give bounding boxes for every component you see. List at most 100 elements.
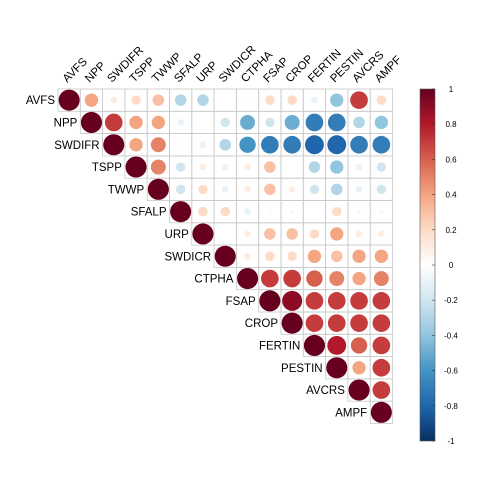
correlation-circle-swdifr-avcrs xyxy=(350,135,368,154)
correlation-circle-crop-pestin xyxy=(327,314,346,332)
correlation-circle-fertin-fertin xyxy=(303,334,326,357)
colorbar-tick-label: 1 xyxy=(449,85,454,94)
correlation-circle-npp-fertin xyxy=(305,113,324,132)
correlation-circle-swdifr-ampf xyxy=(372,135,391,154)
correlation-circle-tspp-ctpha xyxy=(244,163,251,171)
correlation-circle-fsap-pestin xyxy=(327,292,346,310)
correlation-circle-sfalp-ampf xyxy=(378,209,384,215)
row-label-sfalp: SFALP xyxy=(131,207,167,219)
correlation-circle-avfs-fsap xyxy=(265,95,275,105)
colorbar-tick-label: -0.6 xyxy=(444,367,458,376)
correlation-circle-avfs-npp xyxy=(84,93,99,107)
correlation-circle-urp-avcrs xyxy=(355,230,363,238)
correlation-circle-fsap-ampf xyxy=(372,292,391,310)
colorbar-tick-label: -0.8 xyxy=(444,402,458,411)
correlation-circle-sfalp-fsap xyxy=(268,209,272,214)
row-label-swdicr: SWDICR xyxy=(164,251,211,263)
correlation-circle-twwp-fsap xyxy=(264,183,276,196)
correlation-circle-avfs-avcrs xyxy=(350,91,368,109)
correlation-circle-swdicr-fsap xyxy=(265,251,275,261)
correlation-circle-swdifr-ctpha xyxy=(239,136,256,153)
correlation-circle-avfs-swdifr xyxy=(110,96,118,104)
grid-cell xyxy=(369,400,393,424)
grid-cell xyxy=(302,200,326,224)
correlation-circle-fsap-avcrs xyxy=(350,292,368,310)
correlation-circle-avfs-urp xyxy=(197,94,209,106)
row-label-swdifr: SWDIFR xyxy=(54,140,99,152)
correlation-circle-twwp-swdicr xyxy=(221,186,229,193)
correlation-circle-avfs-sfalp xyxy=(174,94,187,106)
correlation-circle-npp-pestin xyxy=(327,113,346,132)
correlation-circle-crop-fertin xyxy=(305,314,324,332)
correlation-circle-tspp-twwp xyxy=(150,159,166,175)
correlation-circle-twwp-twwp xyxy=(147,178,169,200)
correlation-circle-twwp-fertin xyxy=(309,184,320,195)
correlation-circle-sfalp-ctpha xyxy=(244,208,251,215)
colorbar-tick-label: 0.6 xyxy=(445,155,457,164)
correlation-circle-avcrs-avcrs xyxy=(348,379,370,401)
correlation-circle-twwp-ctpha xyxy=(244,186,251,193)
correlation-circle-swdicr-fertin xyxy=(307,249,322,263)
correlation-circle-avfs-fertin xyxy=(311,96,318,104)
correlation-circle-tspp-sfalp xyxy=(175,162,186,172)
correlation-circle-pestin-pestin xyxy=(326,357,348,379)
colorbar-tick-label: 0 xyxy=(449,261,454,270)
correlation-circle-urp-crop xyxy=(286,228,298,240)
correlation-circle-ctpha-ampf xyxy=(373,271,389,287)
row-label-ampf: AMPF xyxy=(335,407,367,419)
row-label-avcrs: AVCRS xyxy=(306,385,345,397)
correlation-circle-fertin-avcrs xyxy=(350,337,368,354)
correlation-circle-avfs-ctpha xyxy=(245,98,250,102)
row-label-npp: NPP xyxy=(54,117,78,129)
correlation-circle-swdicr-ctpha xyxy=(244,252,251,260)
colorbar-tick-label: 0.2 xyxy=(445,226,457,235)
correlation-circle-twwp-crop xyxy=(288,186,296,193)
correlation-circle-ctpha-fertin xyxy=(306,270,323,287)
correlation-circle-crop-avcrs xyxy=(350,314,368,332)
correlation-circle-tspp-fsap xyxy=(264,161,276,173)
correlation-circle-tspp-fertin xyxy=(308,161,321,173)
correlation-circle-npp-ampf xyxy=(374,115,389,130)
correlation-circle-urp-ampf xyxy=(378,230,385,238)
correlation-circle-swdifr-urp xyxy=(199,141,207,149)
row-label-tspp: TSPP xyxy=(92,162,122,174)
correlation-circle-twwp-sfalp xyxy=(175,184,186,195)
correlation-circle-ctpha-pestin xyxy=(329,271,345,287)
correlation-circle-ctpha-fsap xyxy=(261,269,279,288)
correlation-circle-swdifr-tspp xyxy=(129,138,143,152)
correlation-circle-swdifr-fsap xyxy=(261,135,279,154)
correlation-circle-twwp-urp xyxy=(198,184,208,195)
correlation-circle-urp-urp xyxy=(192,223,214,245)
colorbar-ticks: 1 0.8 0.6 0.4 0.2 0 -0.2 -0.4 -0.6 -0.8 -1 xyxy=(432,85,458,446)
correlation-circle-npp-tspp xyxy=(129,115,143,130)
correlation-circle-pestin-ampf xyxy=(372,358,391,377)
correlation-circle-npp-twwp xyxy=(151,115,166,130)
colorbar-tick-label: -0.2 xyxy=(444,296,458,305)
correlation-circle-avfs-twwp xyxy=(152,94,165,106)
correlation-circle-tspp-pestin xyxy=(330,160,344,174)
correlation-circle-crop-crop xyxy=(281,312,303,334)
correlation-circle-npp-swdifr xyxy=(104,113,123,132)
correlation-circle-swdifr-sfalp xyxy=(178,142,183,147)
correlation-circle-tspp-swdicr xyxy=(221,163,229,171)
correlation-circle-sfalp-sfalp xyxy=(170,201,192,223)
correlation-circle-swdifr-swdicr xyxy=(219,138,232,151)
correlation-circle-swdifr-fertin xyxy=(305,135,324,155)
matrix-grid xyxy=(57,88,393,424)
correlation-circle-swdicr-avcrs xyxy=(352,249,366,263)
correlation-circle-ctpha-ctpha xyxy=(237,268,259,290)
correlation-circle-swdicr-ampf xyxy=(374,249,389,263)
variable-labels: AVFSAVFSNPPNPPSWDIFRSWDIFRTSPPTSPPTWWPTW… xyxy=(26,44,404,420)
correlation-circle-fsap-crop xyxy=(282,290,303,311)
correlation-circle-pestin-avcrs xyxy=(352,361,366,375)
grid-cell xyxy=(213,222,237,246)
correlation-circle-swdifr-crop xyxy=(283,135,301,154)
correlation-circle-swdicr-pestin xyxy=(330,250,343,263)
correlation-circle-fertin-pestin xyxy=(327,336,347,355)
grid-cell xyxy=(280,155,304,179)
correlation-circle-npp-npp xyxy=(80,111,102,133)
correlation-circle-urp-pestin xyxy=(330,227,344,241)
correlation-circle-npp-ctpha xyxy=(240,114,256,130)
colorbar: 1 0.8 0.6 0.4 0.2 0 -0.2 -0.4 -0.6 -0.8 -1 xyxy=(419,85,458,446)
